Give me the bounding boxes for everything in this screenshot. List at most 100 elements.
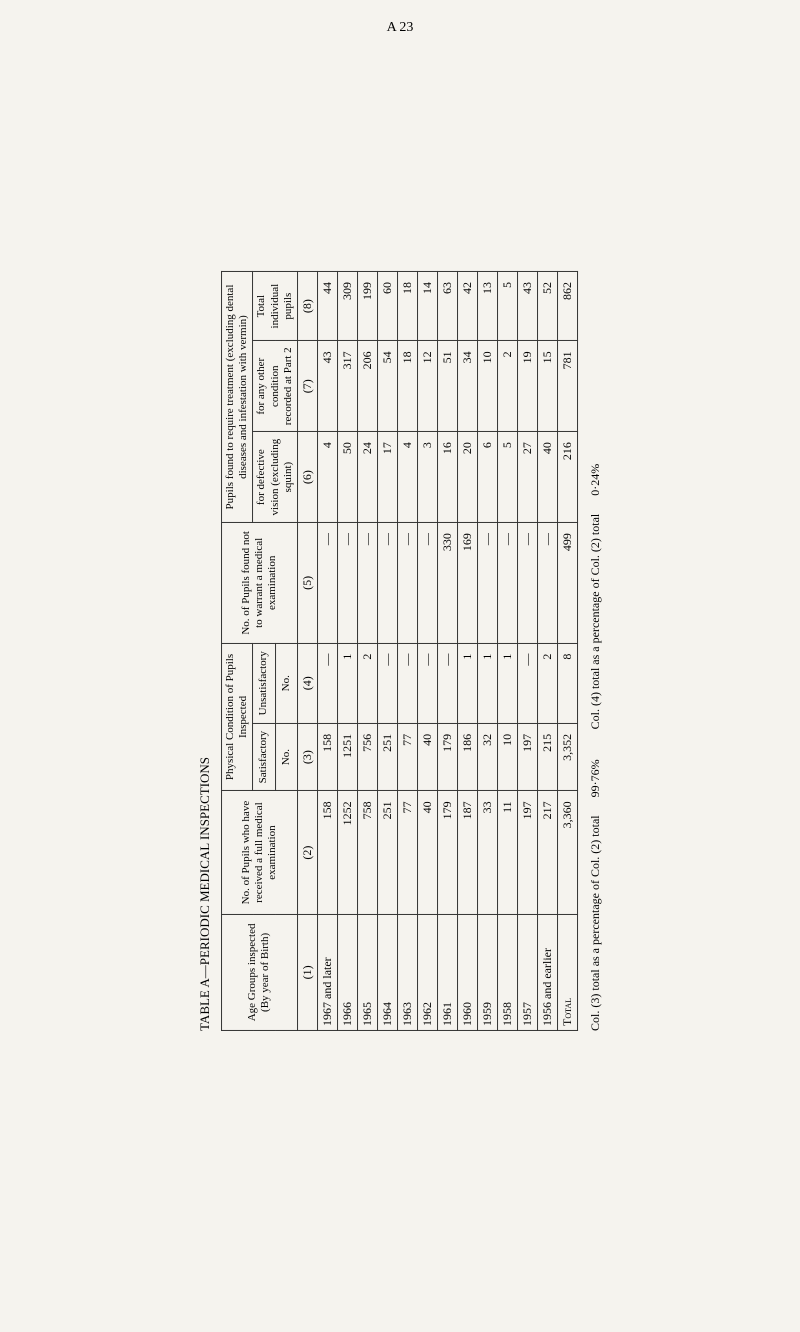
inspections-table: Age Groups inspected (By year of Birth) … (221, 271, 578, 1031)
c7-cell: 43 (317, 341, 337, 432)
table-body: 1967 and later 158 158 — — 4 43 44 1966 … (317, 272, 577, 1031)
c6-cell: 20 (457, 432, 477, 523)
age-cell: 1957 (517, 914, 537, 1030)
c5-cell: — (317, 523, 337, 644)
c4-cell: 1 (477, 643, 497, 723)
col-num-6: (6) (297, 432, 317, 523)
header-total-individual: Total individual pupils (253, 272, 298, 341)
table-row: 1962 40 40 — — 3 12 14 (417, 272, 437, 1031)
c2-cell: 158 (317, 791, 337, 915)
table-row: 1957 197 197 — — 27 19 43 (517, 272, 537, 1031)
c4-cell: 2 (357, 643, 377, 723)
table-row: 1967 and later 158 158 — — 4 43 44 (317, 272, 337, 1031)
c3-cell: 77 (397, 723, 417, 790)
footnote-line1: Col. (3) total as a percentage of Col. (… (588, 271, 603, 1031)
total-c4: 8 (557, 643, 577, 723)
c6-cell: 4 (397, 432, 417, 523)
age-cell: 1966 (337, 914, 357, 1030)
c3-cell: 215 (537, 723, 557, 790)
c8-cell: 5 (497, 272, 517, 341)
c6-cell: 5 (497, 432, 517, 523)
c7-cell: 12 (417, 341, 437, 432)
table-row: 1960 187 186 1 169 20 34 42 (457, 272, 477, 1031)
col-num-7: (7) (297, 341, 317, 432)
header-unsat-no: No. (275, 643, 297, 723)
col-num-8: (8) (297, 272, 317, 341)
c5-cell: — (537, 523, 557, 644)
total-c6: 216 (557, 432, 577, 523)
c6-cell: 24 (357, 432, 377, 523)
age-cell: 1961 (437, 914, 457, 1030)
c3-cell: 186 (457, 723, 477, 790)
table-row: 1963 77 77 — — 4 18 18 (397, 272, 417, 1031)
col-num-1: (1) (297, 914, 317, 1030)
c3-cell: 1251 (337, 723, 357, 790)
age-cell: 1967 and later (317, 914, 337, 1030)
c2-cell: 40 (417, 791, 437, 915)
c2-cell: 251 (377, 791, 397, 915)
c4-cell: — (417, 643, 437, 723)
header-unsatisfactory: Unsatisfactory (253, 643, 275, 723)
c4-cell: 1 (497, 643, 517, 723)
c7-cell: 18 (397, 341, 417, 432)
age-cell: 1965 (357, 914, 377, 1030)
header-sat-no: No. (275, 723, 297, 790)
age-cell: 1959 (477, 914, 497, 1030)
age-cell: 1960 (457, 914, 477, 1030)
c5-cell: — (477, 523, 497, 644)
col-num-2: (2) (297, 791, 317, 915)
c3-cell: 179 (437, 723, 457, 790)
footnote-2-label: Col. (4) total as a percentage of Col. (… (588, 514, 602, 730)
table-row: 1959 33 32 1 — 6 10 13 (477, 272, 497, 1031)
c2-cell: 11 (497, 791, 517, 915)
header-other-condition: for any other condition recorded at Part… (253, 341, 298, 432)
c5-cell: — (517, 523, 537, 644)
c2-cell: 187 (457, 791, 477, 915)
c7-cell: 54 (377, 341, 397, 432)
age-cell: 1963 (397, 914, 417, 1030)
c6-cell: 17 (377, 432, 397, 523)
header-age-groups: Age Groups inspected (By year of Birth) (222, 914, 298, 1030)
c7-cell: 34 (457, 341, 477, 432)
c2-cell: 197 (517, 791, 537, 915)
c7-cell: 51 (437, 341, 457, 432)
total-row: Total 3,360 3,352 8 499 216 781 862 (557, 272, 577, 1031)
total-c5: 499 (557, 523, 577, 644)
age-cell: 1964 (377, 914, 397, 1030)
c6-cell: 16 (437, 432, 457, 523)
c5-cell: — (417, 523, 437, 644)
col-num-3: (3) (297, 723, 317, 790)
c3-cell: 251 (377, 723, 397, 790)
c7-cell: 15 (537, 341, 557, 432)
c8-cell: 44 (317, 272, 337, 341)
c2-cell: 179 (437, 791, 457, 915)
c4-cell: 1 (457, 643, 477, 723)
c6-cell: 27 (517, 432, 537, 523)
c3-cell: 197 (517, 723, 537, 790)
c2-cell: 77 (397, 791, 417, 915)
c4-cell: 2 (537, 643, 557, 723)
c4-cell: — (517, 643, 537, 723)
c5-cell: — (357, 523, 377, 644)
table-row: 1958 11 10 1 — 5 2 5 (497, 272, 517, 1031)
c7-cell: 10 (477, 341, 497, 432)
c8-cell: 52 (537, 272, 557, 341)
c6-cell: 3 (417, 432, 437, 523)
table-header: Age Groups inspected (By year of Birth) … (222, 272, 318, 1031)
c5-cell: — (497, 523, 517, 644)
footnote-1-value: 99·76% (588, 759, 602, 797)
c4-cell: — (317, 643, 337, 723)
table-row: 1961 179 179 — 330 16 51 63 (437, 272, 457, 1031)
c2-cell: 217 (537, 791, 557, 915)
c2-cell: 758 (357, 791, 377, 915)
table-title: TABLE A—PERIODIC MEDICAL INSPECTIONS (197, 271, 213, 1031)
c4-cell: — (397, 643, 417, 723)
page-number: A 23 (20, 20, 780, 36)
c7-cell: 206 (357, 341, 377, 432)
c7-cell: 2 (497, 341, 517, 432)
age-cell: 1958 (497, 914, 517, 1030)
c8-cell: 14 (417, 272, 437, 341)
table-row: 1964 251 251 — — 17 54 60 (377, 272, 397, 1031)
c6-cell: 40 (537, 432, 557, 523)
c8-cell: 60 (377, 272, 397, 341)
